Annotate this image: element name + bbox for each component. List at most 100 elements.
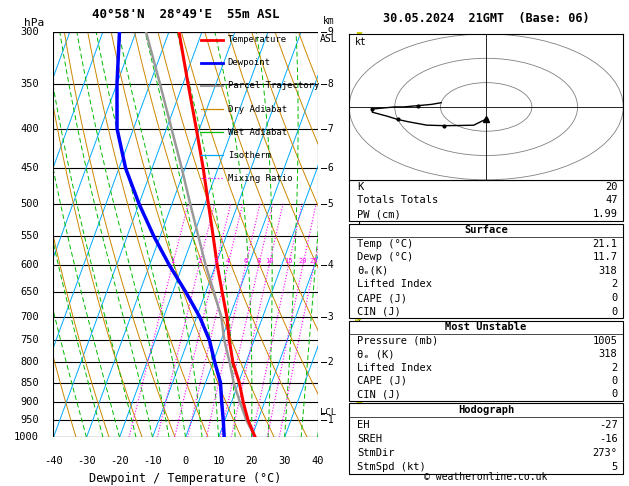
Text: 550: 550 (20, 231, 39, 241)
Text: 950: 950 (20, 415, 39, 425)
Text: -5: -5 (323, 199, 334, 209)
Text: LCL: LCL (320, 408, 337, 417)
Text: -8: -8 (323, 79, 334, 88)
Text: kt: kt (355, 37, 366, 47)
Text: 850: 850 (20, 378, 39, 388)
Text: km: km (323, 16, 334, 25)
Text: -6: -6 (323, 163, 334, 173)
Text: 400: 400 (20, 123, 39, 134)
Text: 1005: 1005 (593, 336, 618, 346)
Text: 11.7: 11.7 (593, 252, 618, 262)
Text: CIN (J): CIN (J) (357, 389, 401, 399)
Text: Hodograph: Hodograph (458, 405, 514, 416)
Text: 40°58'N  28°49'E  55m ASL: 40°58'N 28°49'E 55m ASL (92, 8, 279, 21)
Text: 1000: 1000 (14, 433, 39, 442)
Text: -10: -10 (143, 456, 162, 466)
Text: Dry Adiabat: Dry Adiabat (228, 104, 287, 114)
Text: -2: -2 (323, 357, 334, 367)
Text: PW (cm): PW (cm) (357, 209, 401, 219)
Text: Lifted Index: Lifted Index (357, 279, 432, 290)
Text: 650: 650 (20, 287, 39, 297)
FancyBboxPatch shape (348, 321, 623, 401)
Text: 30: 30 (279, 456, 291, 466)
Text: 1: 1 (170, 258, 175, 264)
Text: CAPE (J): CAPE (J) (357, 376, 407, 386)
Text: 40: 40 (311, 456, 324, 466)
Text: θₑ (K): θₑ (K) (357, 349, 394, 359)
Text: -4: -4 (323, 260, 334, 270)
Text: 750: 750 (20, 335, 39, 346)
Text: -40: -40 (44, 456, 63, 466)
Text: Parcel Trajectory: Parcel Trajectory (228, 82, 319, 90)
Text: hPa: hPa (23, 17, 44, 28)
Text: 1.99: 1.99 (593, 209, 618, 219)
Text: 2: 2 (611, 279, 618, 290)
Text: CAPE (J): CAPE (J) (357, 293, 407, 303)
FancyBboxPatch shape (348, 180, 623, 221)
Text: © weatheronline.co.uk: © weatheronline.co.uk (424, 472, 548, 482)
Text: Temp (°C): Temp (°C) (357, 239, 413, 249)
Text: -27: -27 (599, 419, 618, 430)
Text: Dewpoint / Temperature (°C): Dewpoint / Temperature (°C) (89, 472, 282, 485)
Text: -3: -3 (323, 312, 334, 322)
Text: 0: 0 (182, 456, 189, 466)
Text: 3: 3 (214, 258, 218, 264)
Text: 450: 450 (20, 163, 39, 173)
Text: 0: 0 (611, 389, 618, 399)
Text: 20: 20 (245, 456, 258, 466)
FancyBboxPatch shape (348, 403, 623, 474)
Text: CIN (J): CIN (J) (357, 307, 401, 316)
Text: Pressure (mb): Pressure (mb) (357, 336, 438, 346)
Text: 25: 25 (310, 258, 318, 264)
Text: Lifted Index: Lifted Index (357, 363, 432, 373)
Text: SREH: SREH (357, 434, 382, 444)
Text: Wet Adiabat: Wet Adiabat (228, 128, 287, 137)
Text: 15: 15 (284, 258, 293, 264)
Text: StmDir: StmDir (357, 448, 394, 458)
Text: 900: 900 (20, 397, 39, 407)
Text: StmSpd (kt): StmSpd (kt) (357, 462, 426, 472)
Text: Mixing Ratio: Mixing Ratio (228, 174, 292, 183)
Text: Most Unstable: Most Unstable (445, 322, 526, 332)
Text: 21.1: 21.1 (593, 239, 618, 249)
Text: 700: 700 (20, 312, 39, 322)
Text: 0: 0 (611, 307, 618, 316)
Text: 10: 10 (213, 456, 225, 466)
Text: θₑ(K): θₑ(K) (357, 266, 388, 276)
Text: 318: 318 (599, 266, 618, 276)
Text: 6: 6 (243, 258, 248, 264)
Text: Dewp (°C): Dewp (°C) (357, 252, 413, 262)
Text: 300: 300 (20, 27, 39, 36)
Text: K: K (357, 182, 364, 191)
Text: 2: 2 (611, 363, 618, 373)
Text: 318: 318 (599, 349, 618, 359)
FancyBboxPatch shape (348, 224, 623, 318)
Text: 5: 5 (611, 462, 618, 472)
Text: 20: 20 (605, 182, 618, 191)
Text: 800: 800 (20, 357, 39, 367)
Text: 0: 0 (611, 376, 618, 386)
Text: 273°: 273° (593, 448, 618, 458)
Text: Dewpoint: Dewpoint (228, 58, 271, 68)
Text: ASL: ASL (320, 34, 337, 44)
Text: -1: -1 (323, 415, 334, 425)
Text: -20: -20 (110, 456, 129, 466)
Text: -30: -30 (77, 456, 96, 466)
Text: 20: 20 (299, 258, 307, 264)
Text: 10: 10 (265, 258, 274, 264)
Text: 2: 2 (197, 258, 201, 264)
Text: 4: 4 (226, 258, 230, 264)
Text: 47: 47 (605, 195, 618, 206)
Text: 0: 0 (611, 293, 618, 303)
Text: -9: -9 (323, 27, 334, 36)
Text: 350: 350 (20, 79, 39, 88)
Text: Isotherm: Isotherm (228, 151, 271, 160)
Text: 30.05.2024  21GMT  (Base: 06): 30.05.2024 21GMT (Base: 06) (382, 12, 589, 25)
Text: -7: -7 (323, 123, 334, 134)
Text: Surface: Surface (464, 226, 508, 235)
Text: Totals Totals: Totals Totals (357, 195, 438, 206)
Text: Temperature: Temperature (228, 35, 287, 44)
Text: 600: 600 (20, 260, 39, 270)
Text: EH: EH (357, 419, 370, 430)
Text: -16: -16 (599, 434, 618, 444)
